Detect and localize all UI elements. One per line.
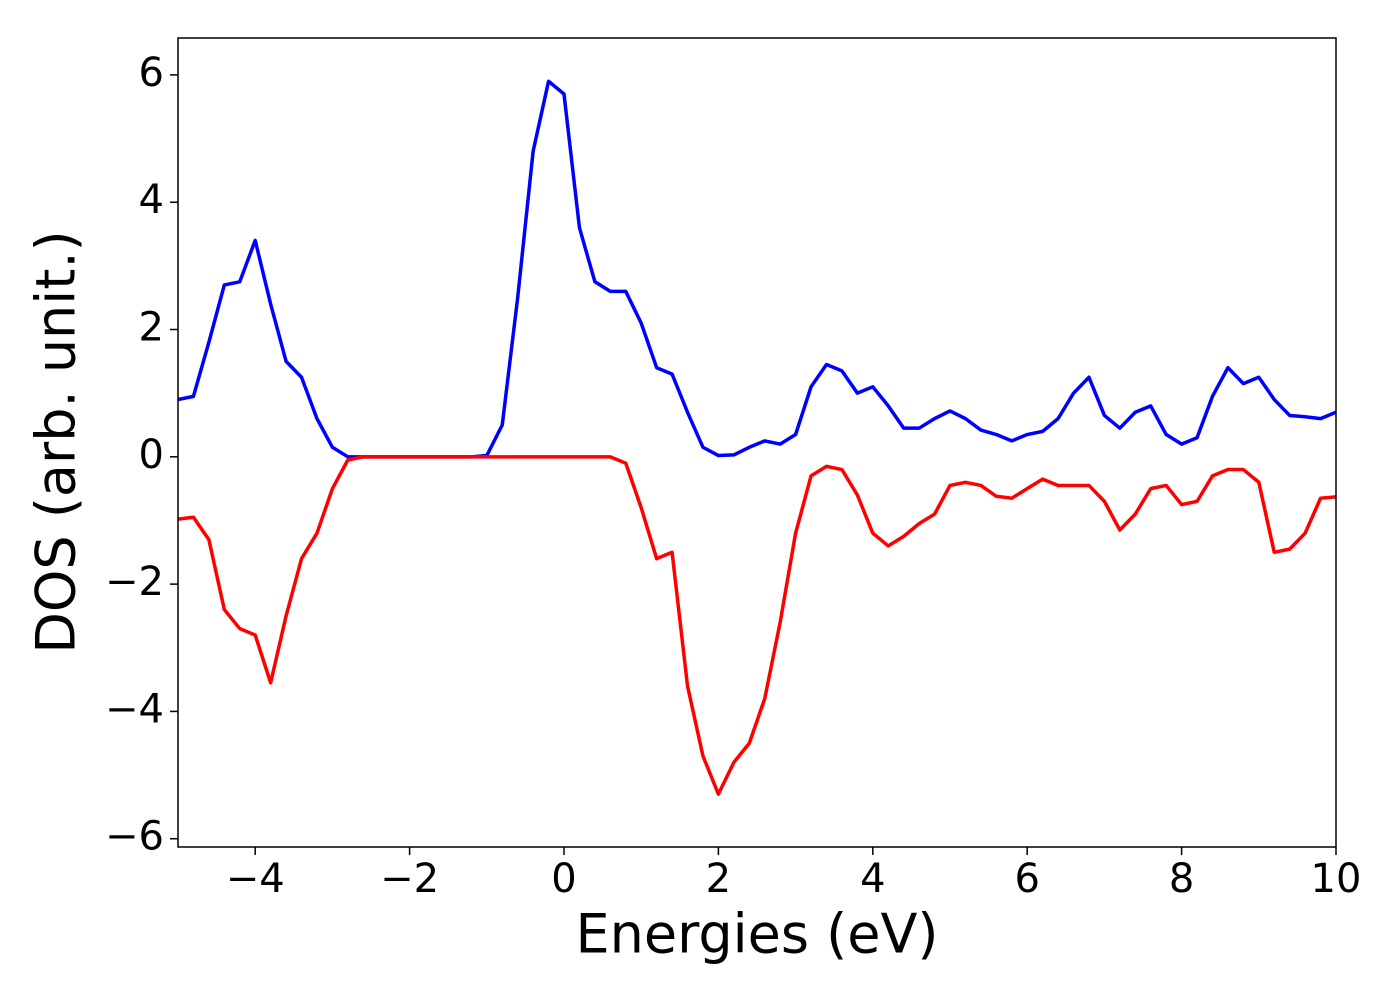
y-axis-label: DOS (arb. unit.): [25, 230, 88, 653]
y-tick-label: 0: [139, 432, 164, 478]
x-tick-label: 2: [706, 856, 731, 902]
x-tick-label: 4: [860, 856, 885, 902]
x-tick-label: 8: [1169, 856, 1194, 902]
y-tick-label: −2: [105, 559, 164, 605]
x-tick-label: 6: [1014, 856, 1039, 902]
y-tick-label: −6: [105, 814, 164, 860]
x-tick-label: 0: [551, 856, 576, 902]
plot-frame: [177, 37, 1337, 848]
y-tick-label: −4: [105, 686, 164, 732]
y-tick-label: 4: [139, 177, 164, 223]
x-tick-label: −4: [226, 856, 285, 902]
x-tick-label: 10: [1311, 856, 1362, 902]
y-tick-label: 2: [139, 305, 164, 351]
x-tick-label: −2: [380, 856, 439, 902]
x-axis-label: Energies (eV): [576, 903, 939, 966]
series-line: [178, 455, 1336, 796]
y-tick-label: 6: [139, 50, 164, 96]
